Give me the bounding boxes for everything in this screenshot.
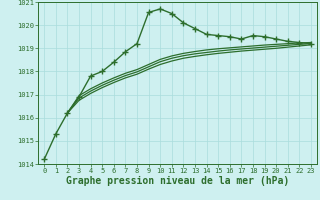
X-axis label: Graphe pression niveau de la mer (hPa): Graphe pression niveau de la mer (hPa) — [66, 176, 289, 186]
